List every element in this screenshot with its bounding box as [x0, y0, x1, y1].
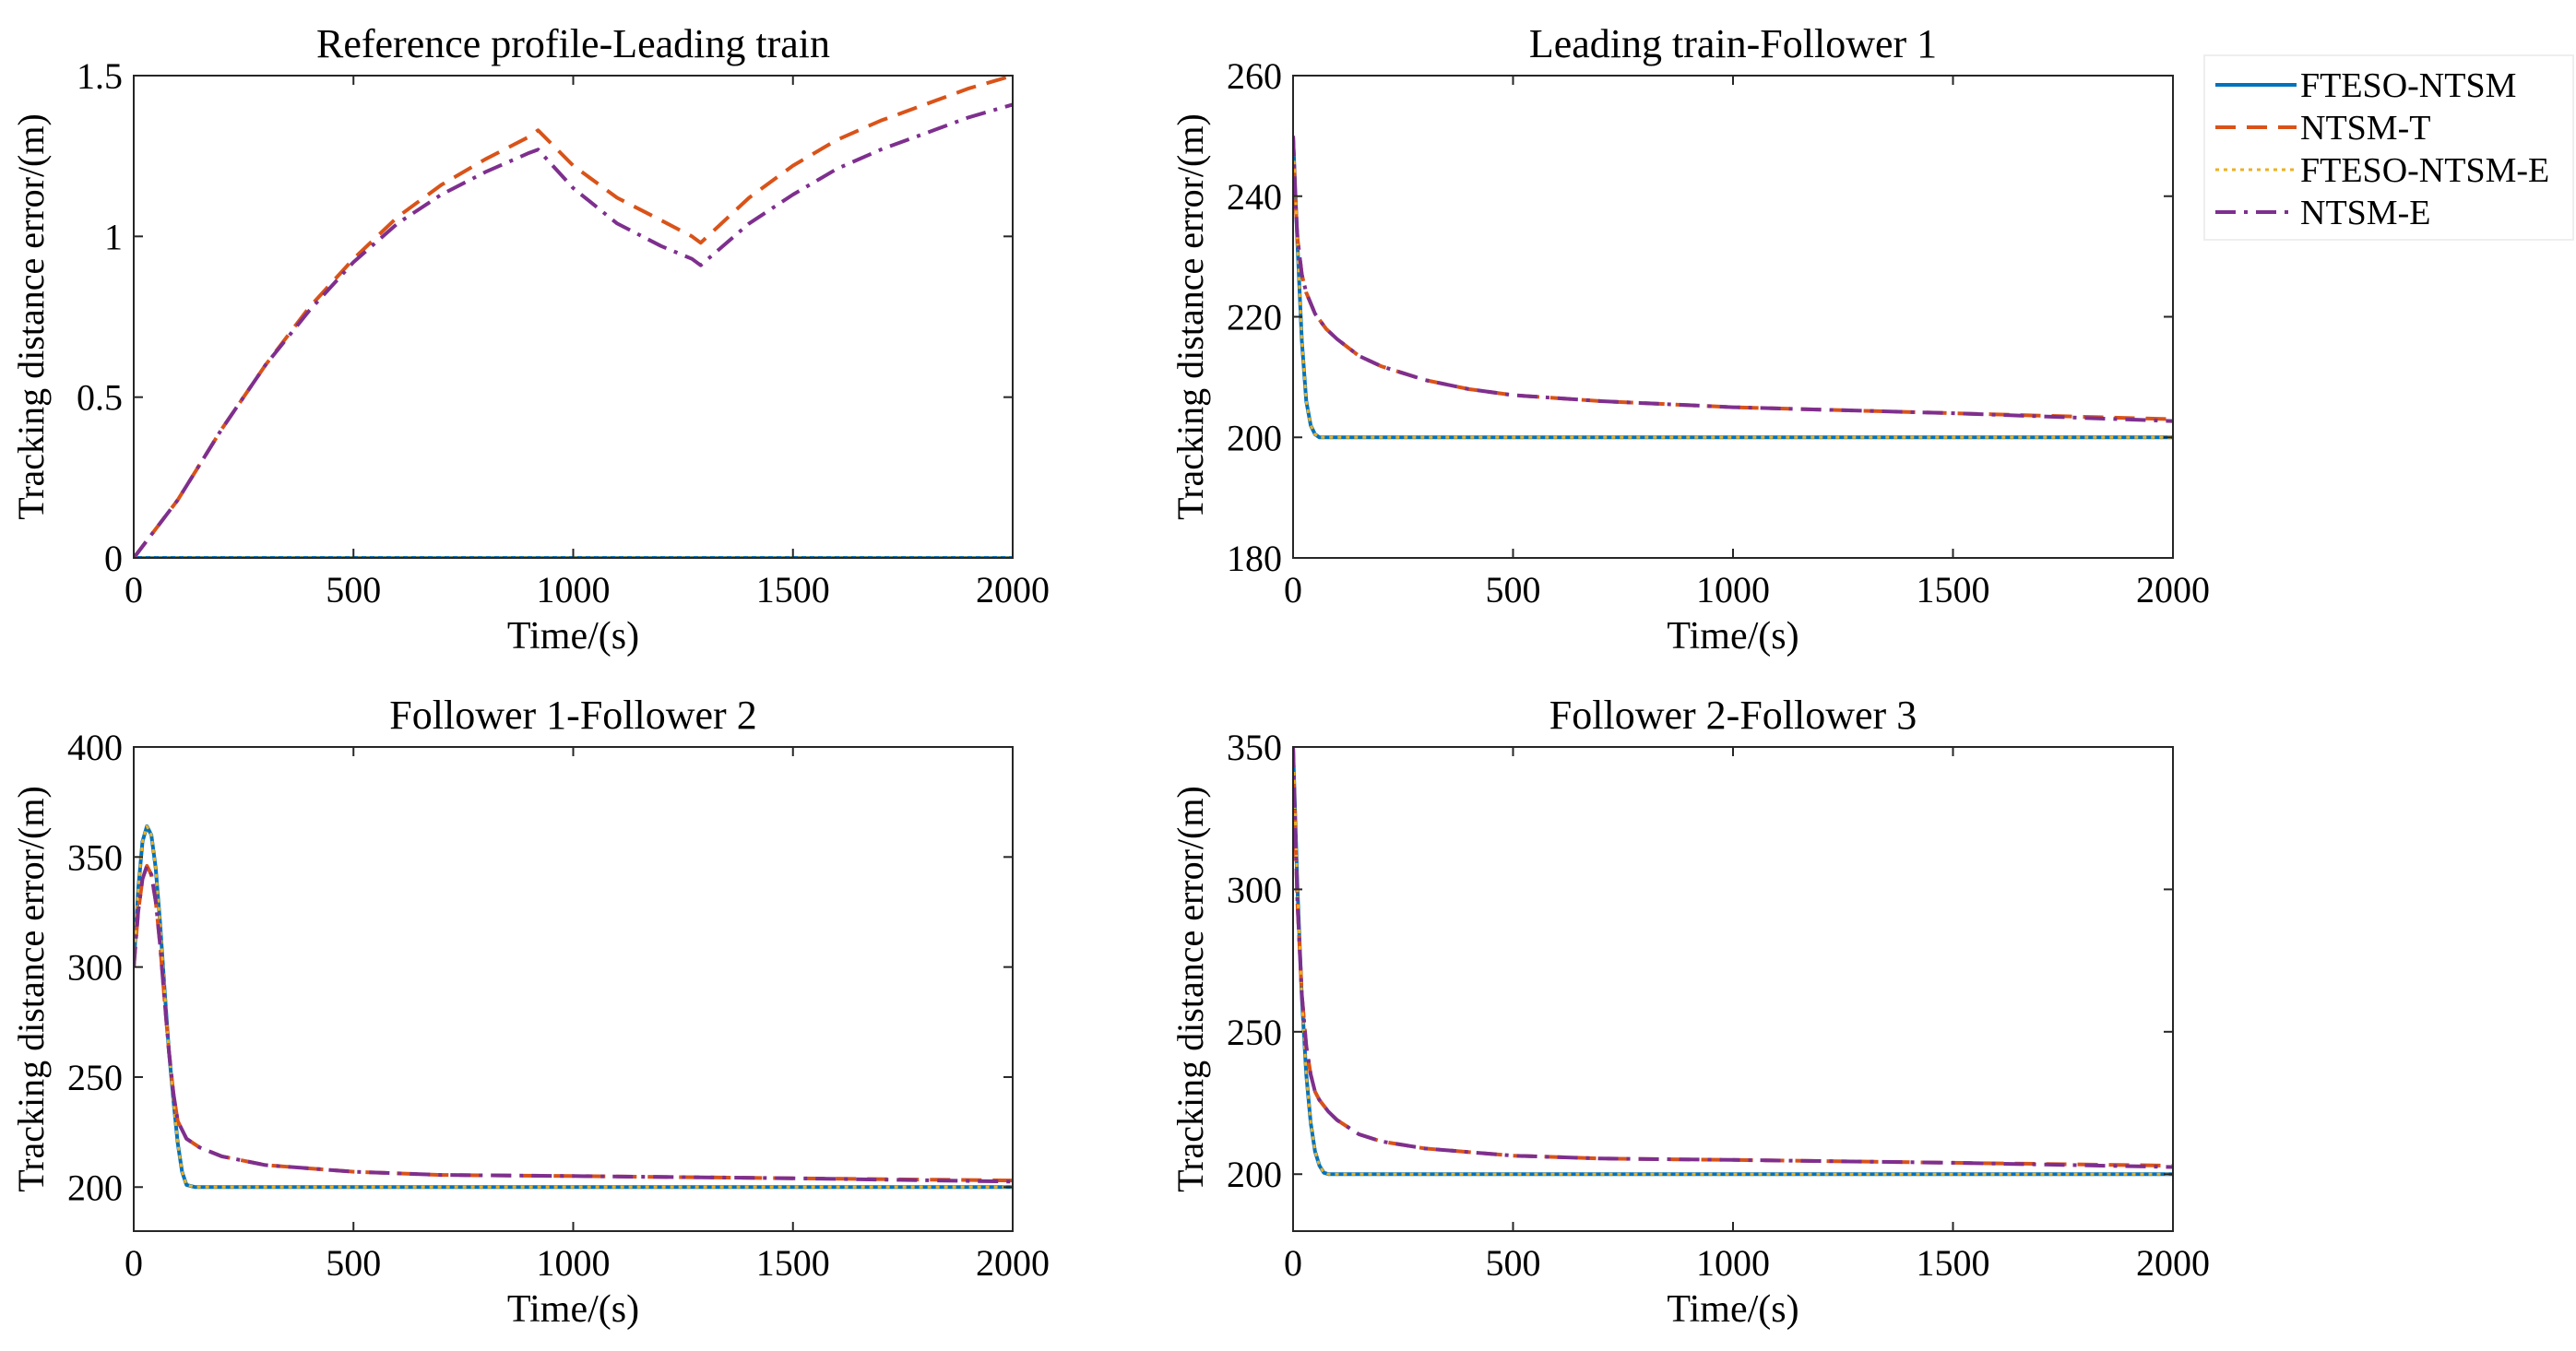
series-group: [134, 824, 1013, 1190]
x-axis-label: Time/(s): [507, 615, 639, 658]
y-axis-label: Tracking distance error/(m): [1169, 786, 1211, 1192]
subplot-1: 0 500 1000 1500 2000 0 0.5 1 1.5 Reference profil…: [10, 21, 1050, 658]
plot-area: [134, 747, 1013, 1231]
x-axis-label: Time/(s): [1667, 615, 1798, 658]
subplot-2: 0 500 1000 1500 2000 180 200 220 240 260 Leading t…: [1169, 21, 2210, 658]
y-tick-label: 0: [104, 538, 123, 579]
y-tick-label: 180: [1227, 538, 1282, 579]
x-tick-label: 2000: [976, 1242, 1050, 1284]
x-tick-label: 1000: [537, 569, 611, 610]
x-tick-label: 1500: [756, 569, 830, 610]
legend-label: FTESO-NTSM: [2300, 66, 2516, 105]
series-line-ntsm-e: [1293, 747, 2173, 1169]
x-tick-label: 0: [1284, 569, 1302, 610]
y-tick-label: 200: [1227, 417, 1282, 458]
series-line-ntsm-e: [134, 863, 1013, 1184]
x-tick-label: 0: [1284, 1242, 1302, 1284]
series-group: [134, 76, 1013, 558]
y-tick-label: 1.5: [77, 55, 123, 97]
y-tick-label: 200: [1227, 1154, 1282, 1195]
x-tick-label: 1000: [1696, 569, 1770, 610]
x-tick-label: 1500: [756, 1242, 830, 1284]
series-line-fteso-ntsm-e: [134, 824, 1013, 1189]
x-tick-label: 2000: [976, 569, 1050, 610]
y-tick-label: 350: [1227, 727, 1282, 768]
y-tick-label: 240: [1227, 176, 1282, 218]
y-tick-label: 350: [67, 836, 123, 878]
y-tick-label: 300: [67, 947, 123, 989]
y-tick-label: 1: [104, 216, 123, 257]
subplot-4: 0 500 1000 1500 2000 200 250 300 350 Follower 2-F…: [1169, 693, 2210, 1331]
series-line-fteso-ntsm: [1293, 136, 2173, 440]
x-tick-label: 500: [1486, 1242, 1541, 1284]
plot-area: [1293, 76, 2173, 558]
y-axis-label: Tracking distance error/(m): [1169, 113, 1211, 520]
series-line-ntsm-t: [134, 76, 1013, 558]
x-axis-label: Time/(s): [507, 1288, 639, 1331]
x-axis-label: Time/(s): [1667, 1288, 1798, 1331]
series-group: [1293, 136, 2173, 440]
legend-label: NTSM-T: [2300, 109, 2430, 148]
series-line-fteso-ntsm-e: [1293, 747, 2173, 1176]
chart-title: Follower 2-Follower 3: [1549, 693, 1917, 738]
x-tick-label: 0: [125, 569, 143, 610]
legend-label: NTSM-E: [2300, 194, 2430, 232]
x-tick-label: 500: [326, 569, 381, 610]
y-tick-label: 200: [67, 1167, 123, 1208]
y-tick-label: 400: [67, 727, 123, 768]
series-line-ntsm-e: [1293, 136, 2173, 423]
x-tick-label: 1000: [537, 1242, 611, 1284]
chart-title: Reference profile-Leading train: [316, 21, 830, 66]
x-tick-label: 2000: [2136, 569, 2210, 610]
series-line-ntsm-e: [134, 102, 1013, 558]
x-tick-label: 1500: [1917, 1242, 1990, 1284]
chart-title: Follower 1-Follower 2: [389, 693, 756, 738]
x-tick-label: 0: [125, 1242, 143, 1284]
subplot-3: 0 500 1000 1500 2000 200 250 300 350 400 Follower …: [10, 693, 1050, 1331]
series-group: [1293, 747, 2173, 1177]
y-tick-label: 220: [1227, 297, 1282, 338]
y-axis-label: Tracking distance error/(m): [10, 113, 52, 520]
x-tick-label: 1000: [1696, 1242, 1770, 1284]
y-tick-label: 260: [1227, 55, 1282, 97]
chart-title: Leading train-Follower 1: [1529, 21, 1937, 66]
x-tick-label: 500: [326, 1242, 381, 1284]
x-tick-label: 1500: [1917, 569, 1990, 610]
legend-label: FTESO-NTSM-E: [2300, 151, 2549, 190]
y-tick-label: 0.5: [77, 377, 123, 419]
y-axis-label: Tracking distance error/(m): [10, 786, 52, 1192]
x-tick-label: 2000: [2136, 1242, 2210, 1284]
y-tick-label: 250: [67, 1057, 123, 1098]
y-tick-label: 250: [1227, 1012, 1282, 1053]
y-tick-label: 300: [1227, 869, 1282, 910]
x-tick-label: 500: [1486, 569, 1541, 610]
